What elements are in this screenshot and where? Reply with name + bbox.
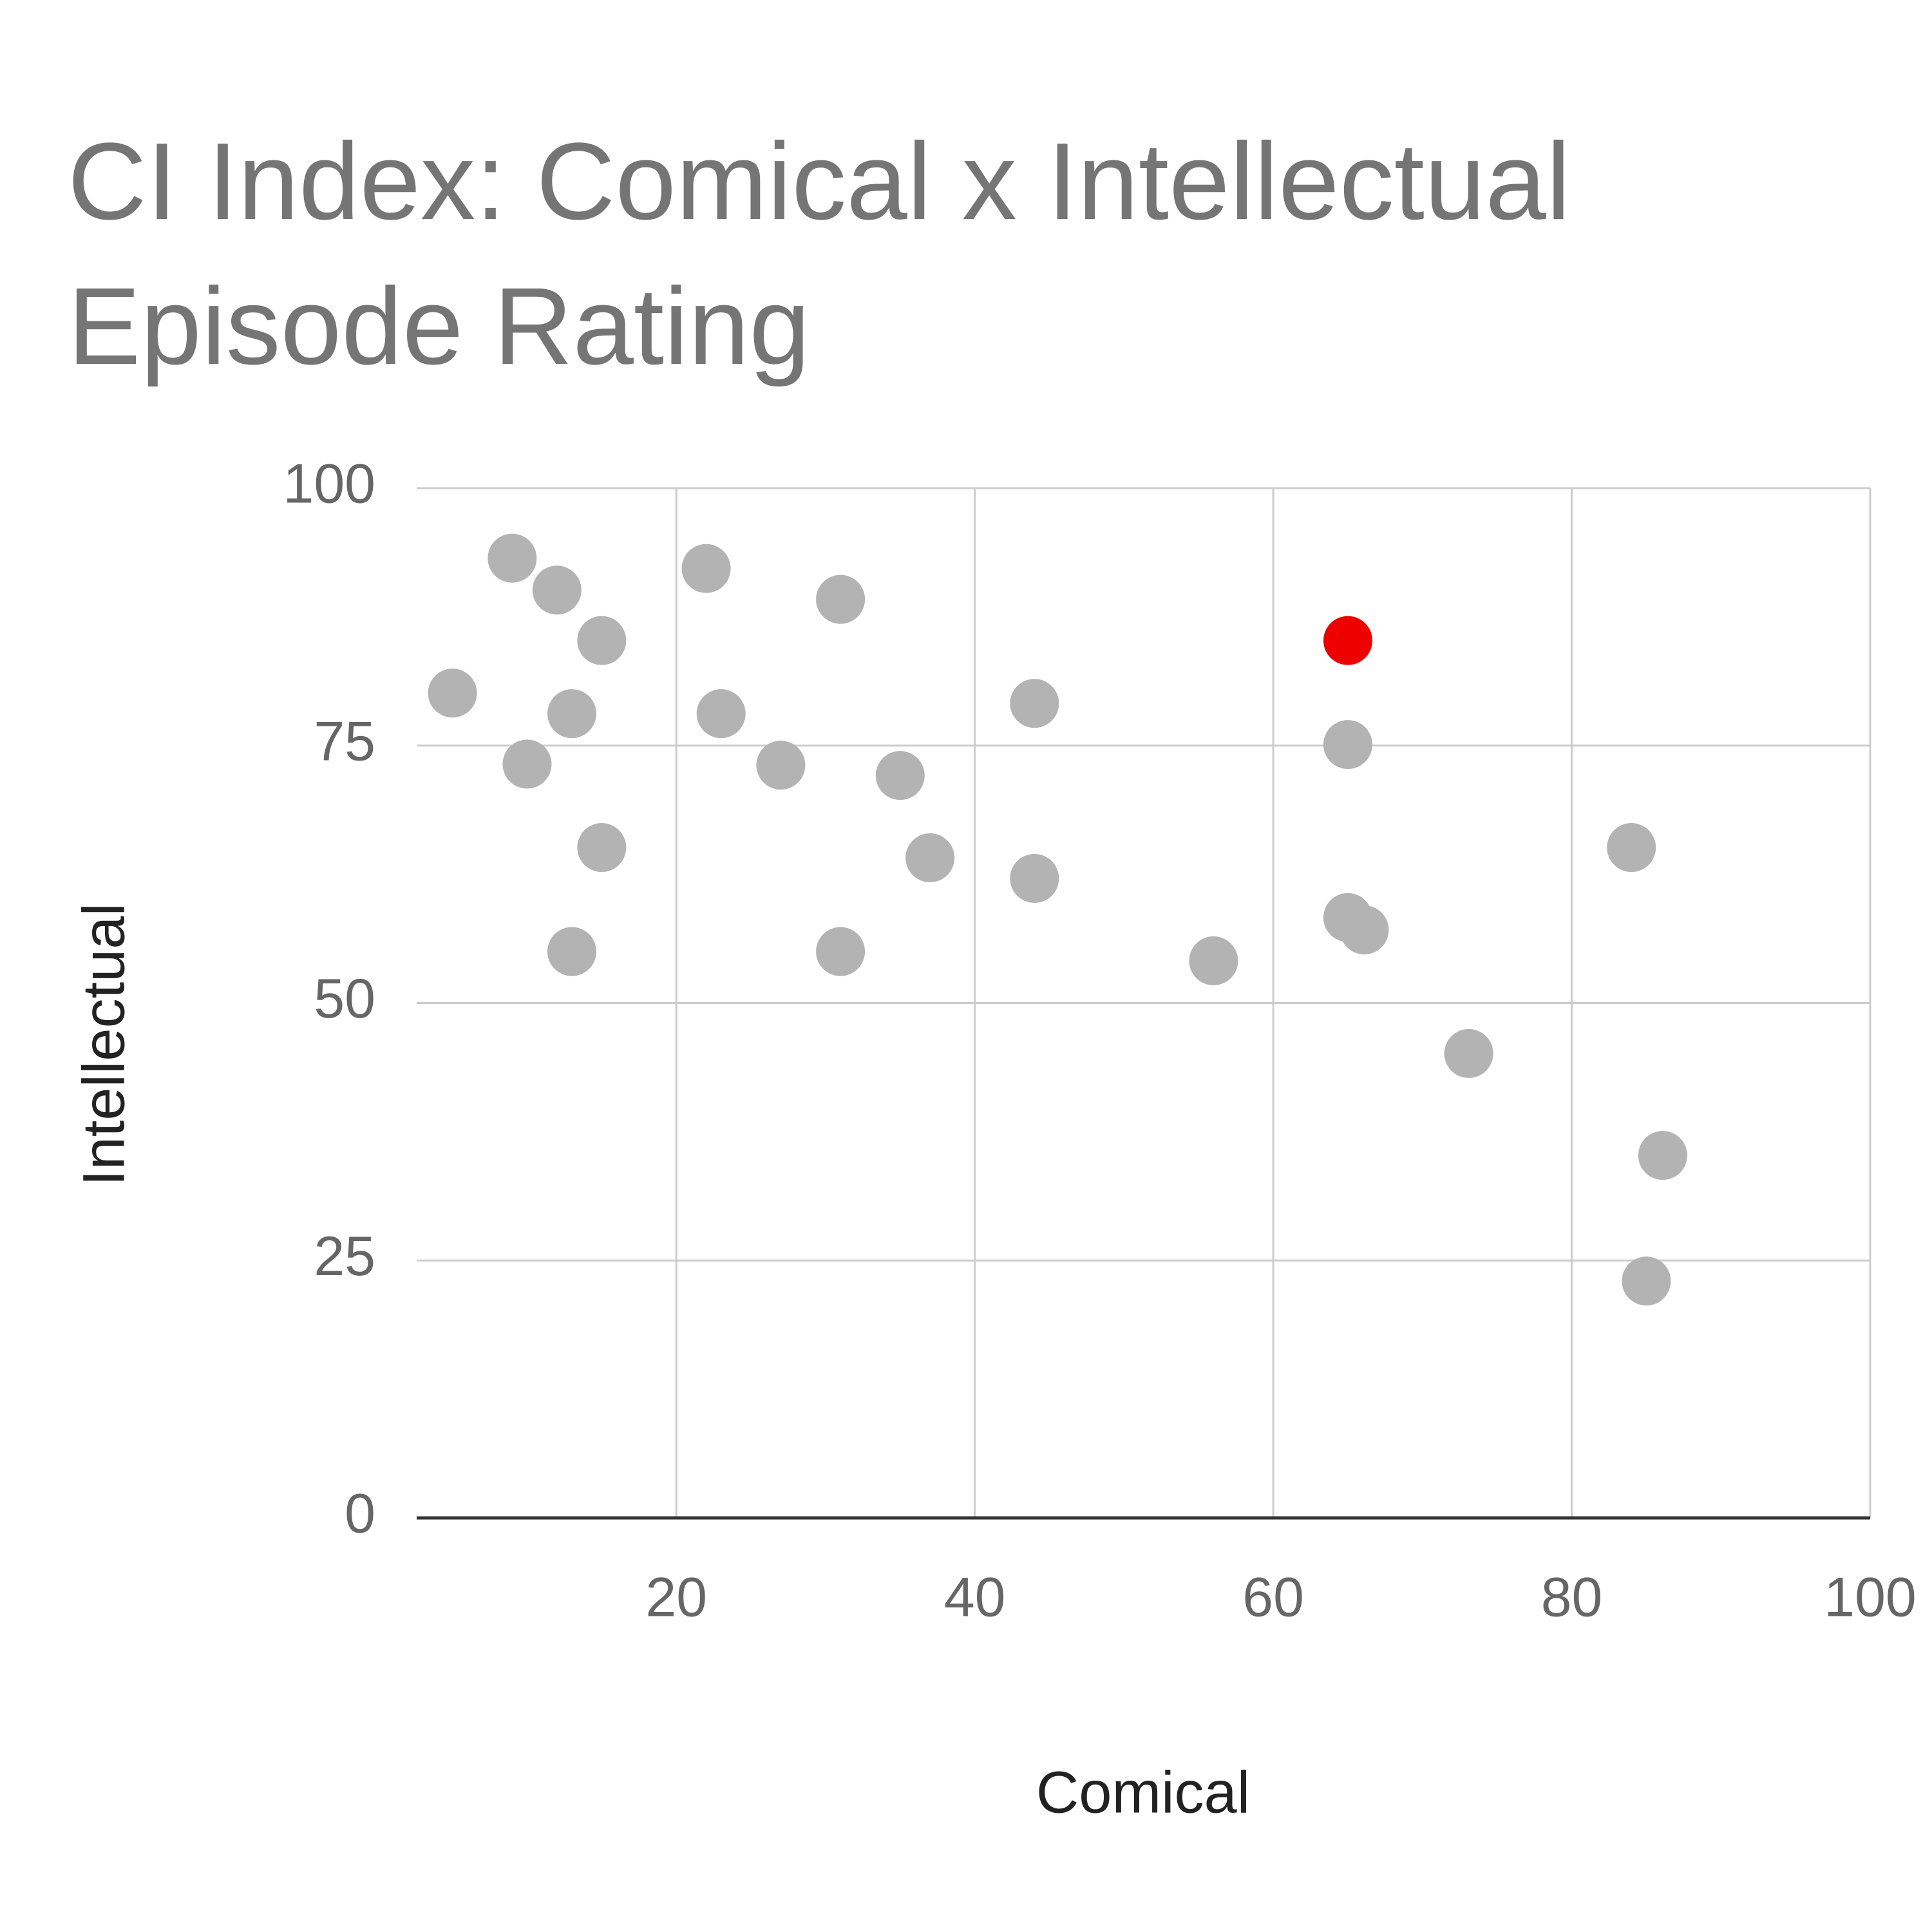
x-tick-label: 100 [1824,1567,1917,1629]
x-tick-label: 60 [1242,1567,1304,1629]
point [1607,823,1656,873]
point [1622,1256,1671,1306]
y-tick-label: 75 [314,710,375,772]
point [502,739,552,789]
point [696,689,746,739]
y-tick-label: 0 [345,1483,375,1545]
point [547,689,596,739]
x-axis-title: Comical [1036,1759,1250,1825]
y-axis-title: Intellectual [71,903,137,1186]
x-tick-label: 80 [1541,1567,1603,1629]
x-tick-label: 20 [645,1567,707,1629]
y-tick-label: 100 [283,453,376,515]
point [1323,616,1372,665]
point [1638,1131,1687,1180]
point [756,741,806,790]
point [577,616,627,665]
point [681,544,731,593]
point [1340,905,1389,954]
x-tick-label: 40 [944,1567,1006,1629]
y-tick-label: 25 [314,1226,375,1287]
point [875,751,925,800]
point [577,823,627,873]
point [1010,679,1059,728]
point [1323,720,1372,770]
point [1010,854,1059,904]
chart-title: CI Index: Comical x Intellectual Episode… [68,120,1571,388]
point [1189,936,1238,985]
y-tick-label: 50 [314,968,375,1030]
point [905,833,955,883]
point [488,533,537,583]
point [547,927,596,976]
point [532,565,582,615]
point [1444,1028,1493,1078]
point [428,668,477,718]
point [816,927,866,976]
point [816,574,866,624]
